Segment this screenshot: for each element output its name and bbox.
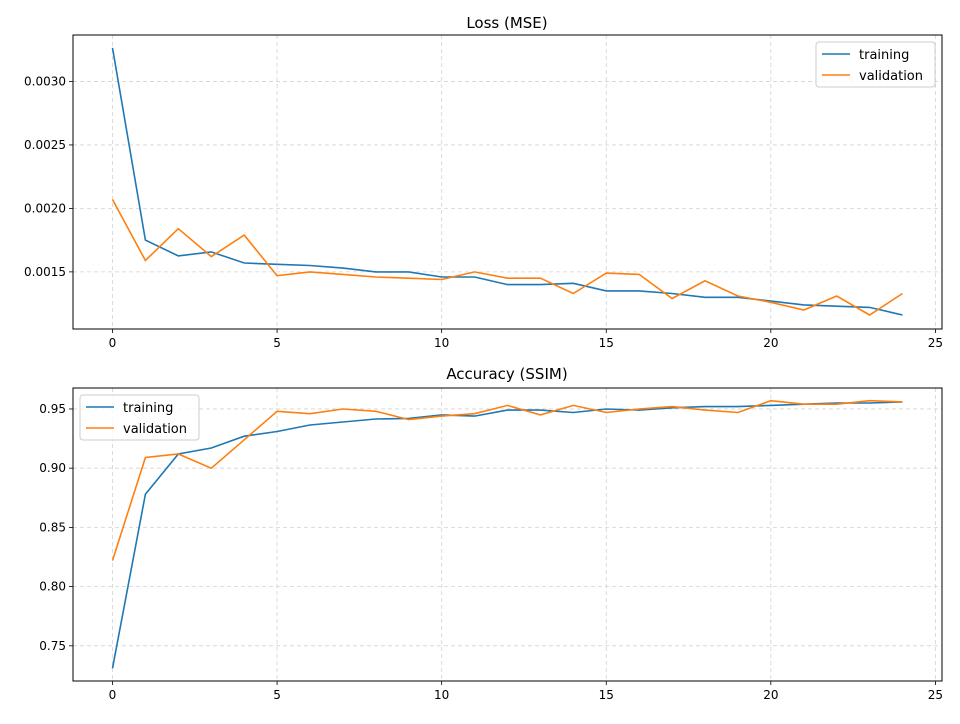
axes-frame [72,34,943,330]
series-line-training [111,401,903,669]
legend-label: training [123,401,173,416]
y-tick-label: 0.0015 [24,265,66,279]
y-tick-label: 0.0030 [24,74,66,88]
y-tick-label: 0.80 [39,580,66,594]
x-tick-label: 0 [109,688,117,702]
x-tick-label: 15 [599,688,614,702]
y-tick-label: 0.75 [39,639,66,653]
series-line-validation [111,199,903,316]
series-line-validation [111,399,903,561]
accuracy-chart: Accuracy (SSIM) 0 5 10 15 20 25 0.75 0.80 0.85 0.… [39,365,943,702]
x-tick-label: 20 [763,688,778,702]
x-tick-label: 25 [928,336,943,350]
legend-label: training [859,48,909,63]
y-tick-label: 0.85 [39,520,66,534]
loss-chart: Loss (MSE) 0 5 10 15 20 25 0.0015 0.0020 0.0025 0… [24,14,943,350]
y-tick-label: 0.0020 [24,201,66,215]
x-tick-label: 20 [763,336,778,350]
x-tick-label: 5 [273,336,281,350]
x-tick-label: 5 [273,688,281,702]
legend-label: validation [123,422,187,437]
legend: training validation [815,41,936,88]
series-line-training [111,47,903,316]
x-tick-label: 10 [434,688,449,702]
x-tick-label: 25 [928,688,943,702]
chart-title: Accuracy (SSIM) [446,365,567,383]
y-tick-label: 0.95 [39,402,66,416]
x-tick-label: 15 [599,336,614,350]
x-tick-label: 0 [109,336,117,350]
x-tick-label: 10 [434,336,449,350]
axes-frame [72,387,943,682]
legend-label: validation [859,69,923,84]
legend: training validation [79,394,200,441]
chart-title: Loss (MSE) [466,14,547,32]
y-tick-label: 0.90 [39,461,66,475]
y-tick-label: 0.0025 [24,138,66,152]
